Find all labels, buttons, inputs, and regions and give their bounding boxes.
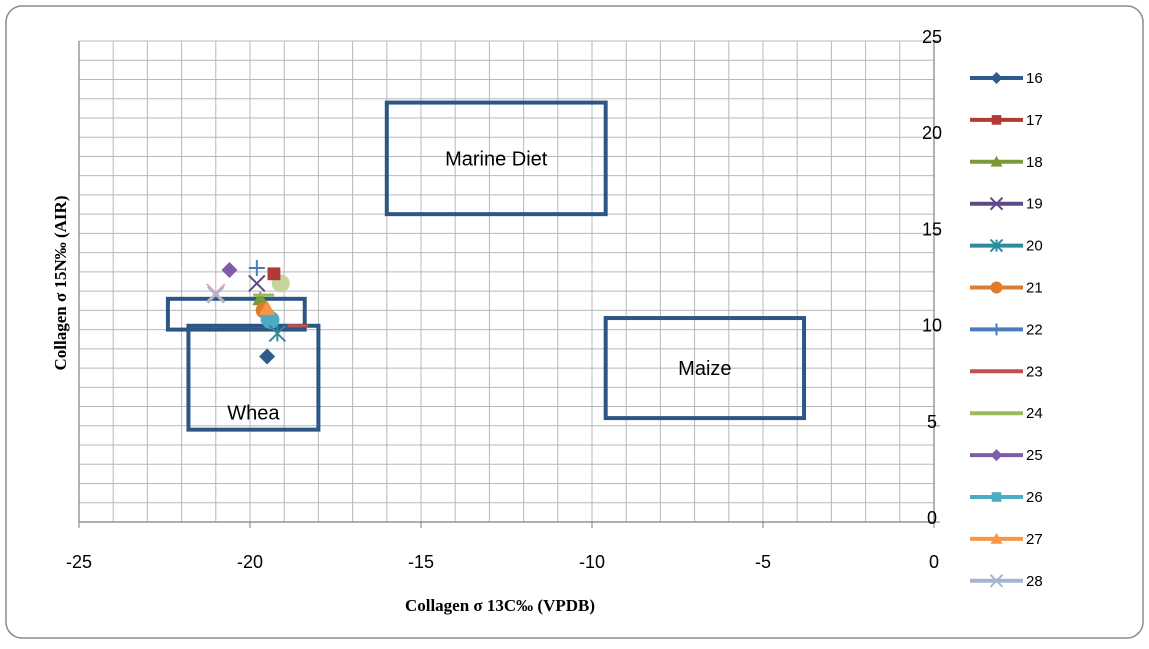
legend-label: 16 bbox=[1026, 70, 1043, 87]
legend-label: 22 bbox=[1026, 321, 1043, 338]
legend-item-25: 25 bbox=[970, 447, 1043, 464]
data-point-series-20 bbox=[268, 324, 287, 343]
x-tick-label: -20 bbox=[237, 552, 263, 572]
x-tick-label: 0 bbox=[929, 552, 939, 572]
y-tick-label: 20 bbox=[922, 123, 942, 143]
region-box bbox=[384, 100, 608, 217]
legend-label: 25 bbox=[1026, 447, 1043, 464]
legend-item-18: 18 bbox=[970, 154, 1043, 171]
legend-label: 20 bbox=[1026, 238, 1043, 255]
legend-marker bbox=[989, 238, 1004, 253]
legend: 16 17 18 19 20 21 22 23 24 25 26 27 28 bbox=[970, 70, 1043, 590]
legend-label: 19 bbox=[1026, 196, 1043, 213]
legend-label: 18 bbox=[1026, 154, 1043, 171]
data-point-series-28 bbox=[207, 286, 225, 304]
y-tick-label: 0 bbox=[927, 508, 937, 528]
data-point-series-17 bbox=[267, 267, 281, 281]
legend-item-20: 20 bbox=[970, 238, 1043, 255]
legend-marker bbox=[990, 281, 1003, 294]
data-point-series-19 bbox=[248, 274, 266, 293]
x-tick-label: -5 bbox=[755, 552, 771, 572]
region-box bbox=[165, 296, 307, 332]
y-tick-label: 25 bbox=[922, 27, 942, 47]
data-point-stroke bbox=[206, 283, 226, 303]
legend-item-28: 28 bbox=[970, 573, 1043, 590]
legend-item-23: 23 bbox=[970, 363, 1043, 380]
regions: Marine Diet Maize Whea bbox=[165, 100, 807, 432]
region-label: Whea bbox=[227, 403, 280, 425]
legend-marker bbox=[991, 492, 1002, 502]
data-point-series-27 bbox=[259, 300, 276, 315]
legend-marker bbox=[989, 196, 1004, 211]
region-label: Maize bbox=[678, 358, 731, 380]
legend-marker bbox=[990, 323, 1003, 336]
legend-item-26: 26 bbox=[970, 489, 1043, 506]
region-box bbox=[603, 316, 807, 421]
y-tick-label: 10 bbox=[922, 316, 942, 336]
data-point bbox=[206, 283, 226, 303]
x-tick-label: -10 bbox=[579, 552, 605, 572]
data-point-series-25 bbox=[221, 261, 238, 278]
region-label: Marine Diet bbox=[445, 148, 548, 170]
data-point-series-22 bbox=[248, 260, 265, 277]
data-point-series-28-stroke bbox=[207, 286, 225, 304]
chart-frame bbox=[5, 5, 1144, 639]
legend-item-24: 24 bbox=[970, 405, 1043, 422]
legend-label: 24 bbox=[1026, 405, 1043, 422]
legend-item-17: 17 bbox=[970, 112, 1043, 129]
x-axis-title: Collagen σ 13C‰ (VPDB) bbox=[405, 596, 595, 615]
legend-marker bbox=[991, 115, 1002, 125]
x-tick-label: -25 bbox=[66, 552, 92, 572]
legend-marker bbox=[990, 449, 1003, 462]
data-point-series-16 bbox=[259, 348, 276, 365]
legend-label: 21 bbox=[1026, 280, 1043, 297]
legend-item-16: 16 bbox=[970, 70, 1043, 87]
data-points bbox=[206, 260, 309, 365]
axes: -25 -20 -15 -10 -5 0 0 5 10 15 20 25 bbox=[66, 27, 942, 572]
legend-marker-stroke bbox=[989, 574, 1004, 588]
legend-item-22: 22 bbox=[970, 321, 1043, 338]
legend-marker bbox=[989, 574, 1004, 588]
region-box bbox=[186, 323, 321, 432]
x-tick-label: -15 bbox=[408, 552, 434, 572]
legend-label: 17 bbox=[1026, 112, 1043, 129]
legend-label: 27 bbox=[1026, 531, 1043, 548]
legend-marker bbox=[990, 155, 1003, 167]
legend-item-19: 19 bbox=[970, 196, 1043, 213]
data-point-series-18 bbox=[252, 290, 269, 306]
legend-marker-stroke bbox=[989, 196, 1004, 211]
legend-item-27: 27 bbox=[970, 531, 1043, 548]
data-point-series-19-stroke bbox=[248, 274, 266, 293]
legend-label: 26 bbox=[1026, 489, 1043, 506]
legend-label: 23 bbox=[1026, 363, 1043, 380]
legend-marker bbox=[990, 72, 1003, 84]
y-tick-label: 5 bbox=[927, 412, 937, 432]
legend-marker bbox=[990, 532, 1003, 544]
legend-item-21: 21 bbox=[970, 280, 1043, 297]
legend-label: 28 bbox=[1026, 573, 1043, 590]
y-axis-title: Collagen σ 15N‰ (AIR) bbox=[51, 196, 70, 371]
y-tick-label: 15 bbox=[922, 219, 942, 239]
